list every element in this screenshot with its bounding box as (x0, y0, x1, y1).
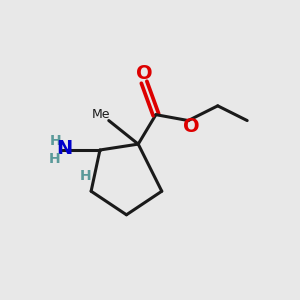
Text: H: H (80, 169, 91, 184)
Text: O: O (183, 117, 200, 136)
Text: H: H (49, 152, 60, 166)
Text: N: N (56, 139, 73, 158)
Text: O: O (136, 64, 152, 83)
Text: Me: Me (92, 108, 111, 121)
Text: H: H (50, 134, 61, 148)
